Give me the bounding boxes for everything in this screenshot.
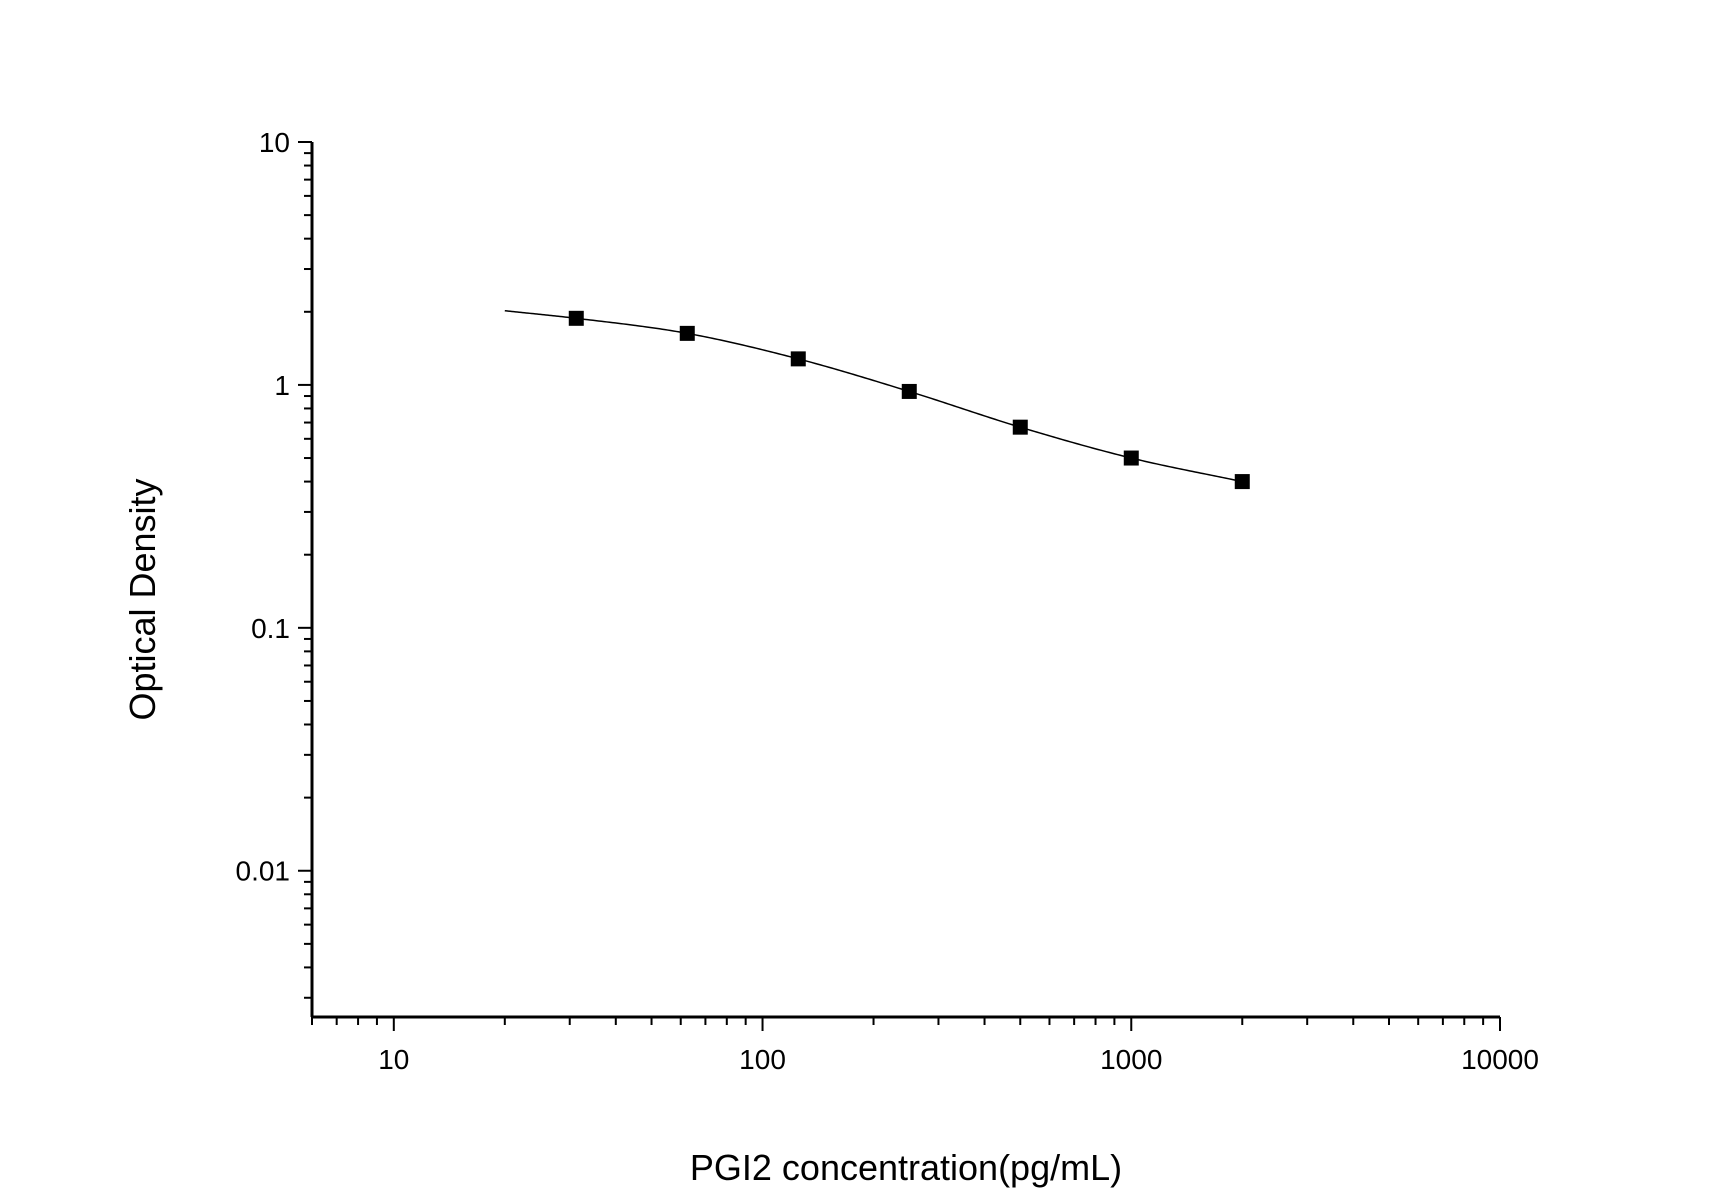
axes: [310, 142, 1500, 1019]
y-axis-title: Optical Density: [122, 478, 163, 720]
tick-marks: [298, 141, 1501, 1031]
y-tick-label: 10: [259, 127, 290, 158]
y-tick-label: 0.01: [236, 856, 291, 887]
data-point: [568, 310, 584, 326]
data-point: [679, 325, 695, 341]
data-point: [1012, 419, 1028, 435]
fit-curve: [504, 309, 1243, 483]
y-tick-label: 1: [274, 370, 290, 401]
data-points: [568, 310, 1250, 490]
data-point: [1123, 450, 1139, 466]
x-tick-label: 10: [378, 1044, 409, 1075]
x-tick-label: 10000: [1461, 1044, 1539, 1075]
x-axis-title: PGI2 concentration(pg/mL): [690, 1147, 1122, 1188]
tick-labels: 10 100 1000 10000 0.01 0.1 1 10: [236, 127, 1539, 1075]
x-tick-label: 1000: [1100, 1044, 1162, 1075]
y-tick-label: 0.1: [251, 613, 290, 644]
data-point: [790, 351, 806, 367]
data-point: [1234, 474, 1250, 490]
data-point: [901, 383, 917, 399]
fit-curve-layer: [504, 309, 1243, 483]
x-tick-label: 100: [739, 1044, 786, 1075]
